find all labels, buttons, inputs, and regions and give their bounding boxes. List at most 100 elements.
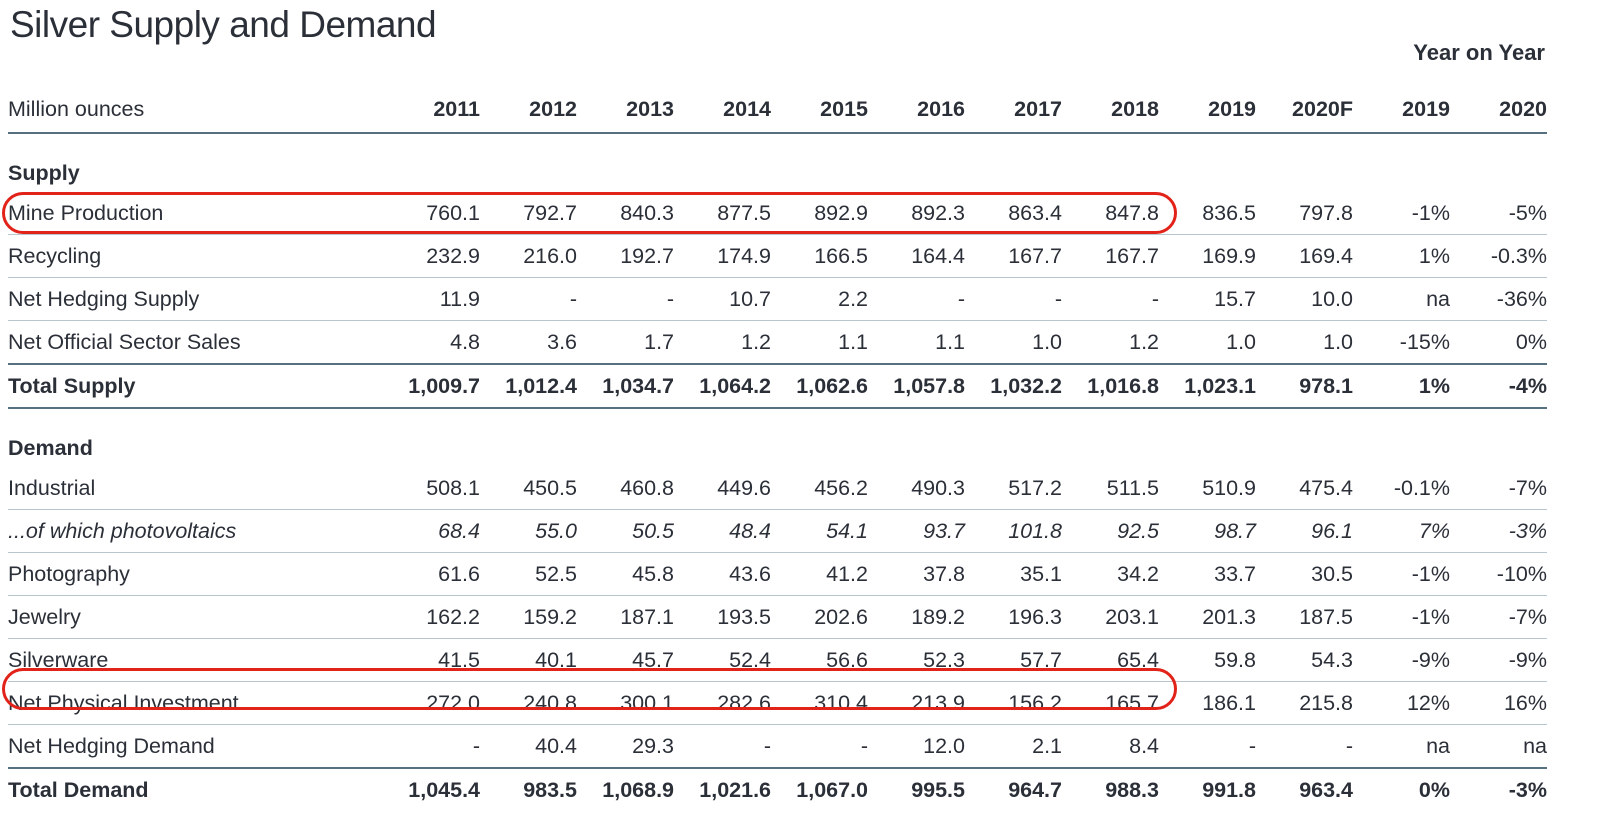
cell-value: 1,068.9 bbox=[577, 767, 674, 811]
section-heading: Supply bbox=[8, 161, 80, 185]
row-label: Net Hedging Supply bbox=[8, 277, 382, 321]
cell-value: -1% bbox=[1353, 192, 1450, 235]
cell-value: 877.5 bbox=[674, 192, 771, 235]
cell-value: 797.8 bbox=[1256, 192, 1353, 235]
cell-value: 56.6 bbox=[771, 638, 868, 682]
cell-value: 203.1 bbox=[1062, 595, 1159, 639]
highlight-mine-production bbox=[2, 192, 1177, 234]
column-header: 2014 bbox=[674, 86, 771, 134]
row-label: Net Physical Investment bbox=[8, 681, 382, 725]
cell-value: 450.5 bbox=[480, 467, 577, 510]
row-label: Recycling bbox=[8, 234, 382, 278]
cell-value: 192.7 bbox=[577, 234, 674, 278]
table-row: Industrial 508.1 450.5 460.8 449.6 456.2 490.3… bbox=[8, 467, 1547, 510]
cell-value: 169.4 bbox=[1256, 234, 1353, 278]
header-row: Million ounces 2011 2012 2013 2014 2015 … bbox=[8, 86, 1547, 134]
table-row: ...of which photovoltaics 68.4 55.0 50.5 48.… bbox=[8, 509, 1547, 553]
cell-value: 7% bbox=[1353, 509, 1450, 553]
cell-value: 54.1 bbox=[771, 509, 868, 553]
cell-value: 983.5 bbox=[480, 767, 577, 811]
cell-value: -9% bbox=[1353, 638, 1450, 682]
cell-value: 508.1 bbox=[382, 467, 480, 510]
column-header: 2019 bbox=[1353, 86, 1450, 134]
cell-value: 216.0 bbox=[480, 234, 577, 278]
cell-value: 37.8 bbox=[868, 552, 965, 596]
page-title: Silver Supply and Demand bbox=[10, 4, 437, 45]
row-label: Mine Production bbox=[8, 192, 382, 235]
cell-value: 310.4 bbox=[771, 681, 868, 725]
cell-value: 98.7 bbox=[1159, 509, 1256, 553]
cell-value: 1,067.0 bbox=[771, 767, 868, 811]
cell-value: 41.2 bbox=[771, 552, 868, 596]
cell-value: 1,062.6 bbox=[771, 363, 868, 409]
cell-value: -0.3% bbox=[1450, 234, 1547, 278]
row-label: Silverware bbox=[8, 638, 382, 682]
table-row: Photography 61.6 52.5 45.8 43.6 41.2 37.8 35.1 3… bbox=[8, 552, 1547, 596]
cell-value: -3% bbox=[1450, 509, 1547, 553]
total-supply-row: Total Supply 1,009.7 1,012.4 1,034.7 1,064.2… bbox=[8, 363, 1547, 409]
cell-value: 978.1 bbox=[1256, 363, 1353, 409]
row-label: Net Hedging Demand bbox=[8, 724, 382, 769]
row-label: ...of which photovoltaics bbox=[8, 509, 382, 553]
row-label: Net Official Sector Sales bbox=[8, 320, 382, 365]
cell-value: 1,034.7 bbox=[577, 363, 674, 409]
cell-value: 963.4 bbox=[1256, 767, 1353, 811]
highlight-net-physical-investment bbox=[2, 668, 1177, 710]
cell-value: 1,064.2 bbox=[674, 363, 771, 409]
cell-value: 475.4 bbox=[1256, 467, 1353, 510]
table-row: Net Hedging Demand -40.4 29.3- -12.0 2.1 8.4-… bbox=[8, 724, 1547, 769]
cell-value: -15% bbox=[1353, 320, 1450, 365]
cell-value: 201.3 bbox=[1159, 595, 1256, 639]
cell-value: na bbox=[1353, 277, 1450, 321]
row-label: Industrial bbox=[8, 467, 382, 510]
row-label: Photography bbox=[8, 552, 382, 596]
cell-value: 12.0 bbox=[868, 724, 965, 769]
cell-value: 1.1 bbox=[771, 320, 868, 365]
cell-value: 1,032.2 bbox=[965, 363, 1062, 409]
row-label: Total Demand bbox=[8, 767, 382, 811]
column-header: 2013 bbox=[577, 86, 674, 134]
cell-value: 164.4 bbox=[868, 234, 965, 278]
cell-value: 35.1 bbox=[965, 552, 1062, 596]
table-row: Silverware 41.5 40.1 45.7 52.4 56.6 52.3 57.7 65… bbox=[8, 638, 1547, 682]
column-header: 2012 bbox=[480, 86, 577, 134]
cell-value: 92.5 bbox=[1062, 509, 1159, 553]
cell-value: - bbox=[674, 724, 771, 769]
cell-value: 159.2 bbox=[480, 595, 577, 639]
cell-value: - bbox=[480, 277, 577, 321]
cell-value: 511.5 bbox=[1062, 467, 1159, 510]
cell-value: 282.6 bbox=[674, 681, 771, 725]
cell-value: 16% bbox=[1450, 681, 1547, 725]
cell-value: 892.9 bbox=[771, 192, 868, 235]
cell-value: 65.4 bbox=[1062, 638, 1159, 682]
cell-value: 1,045.4 bbox=[382, 767, 480, 811]
cell-value: 166.5 bbox=[771, 234, 868, 278]
cell-value: 10.7 bbox=[674, 277, 771, 321]
cell-value: 3.6 bbox=[480, 320, 577, 365]
cell-value: 272.0 bbox=[382, 681, 480, 725]
cell-value: 33.7 bbox=[1159, 552, 1256, 596]
cell-value: 40.4 bbox=[480, 724, 577, 769]
cell-value: 186.1 bbox=[1159, 681, 1256, 725]
cell-value: 167.7 bbox=[1062, 234, 1159, 278]
cell-value: 0% bbox=[1450, 320, 1547, 365]
cell-value: 68.4 bbox=[382, 509, 480, 553]
cell-value: 1,021.6 bbox=[674, 767, 771, 811]
cell-value: 174.9 bbox=[674, 234, 771, 278]
supply-demand-table: Million ounces 2011 2012 2013 2014 2015 … bbox=[8, 86, 1547, 811]
cell-value: 30.5 bbox=[1256, 552, 1353, 596]
year-on-year-label: Year on Year bbox=[1413, 40, 1545, 65]
column-header: 2016 bbox=[868, 86, 965, 134]
row-label: Jewelry bbox=[8, 595, 382, 639]
cell-value: 1.1 bbox=[868, 320, 965, 365]
cell-value: 863.4 bbox=[965, 192, 1062, 235]
cell-value: 490.3 bbox=[868, 467, 965, 510]
cell-value: 101.8 bbox=[965, 509, 1062, 553]
cell-value: 215.8 bbox=[1256, 681, 1353, 725]
cell-value: 187.5 bbox=[1256, 595, 1353, 639]
cell-value: 232.9 bbox=[382, 234, 480, 278]
section-heading: Demand bbox=[8, 436, 93, 460]
cell-value: 847.8 bbox=[1062, 192, 1159, 235]
cell-value: 1,012.4 bbox=[480, 363, 577, 409]
cell-value: 165.7 bbox=[1062, 681, 1159, 725]
